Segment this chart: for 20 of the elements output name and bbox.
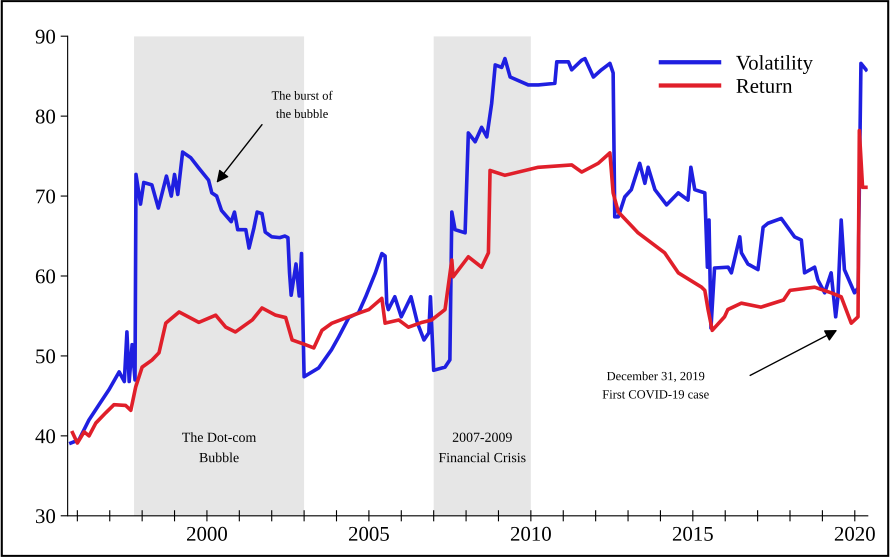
annotation: The burst of the bubble <box>272 90 333 118</box>
y-tick-label: 60 <box>36 269 56 284</box>
band-label: 2007-2009 Financial Crisis <box>438 432 526 462</box>
band-label: The Dot-com Bubble <box>182 432 256 462</box>
y-tick-label: 80 <box>36 110 56 124</box>
y-tick-label: 50 <box>36 349 56 364</box>
x-tick-label: 2000 <box>187 526 227 541</box>
x-tick-label: 2015 <box>672 526 713 541</box>
x-tick-label: 2020 <box>834 526 875 541</box>
x-tick-label: 2010 <box>510 526 551 541</box>
annotation: December 31, 2019 First COVID-19 case <box>602 371 709 399</box>
legend-label: Volatility <box>736 55 813 74</box>
y-tick-label: 40 <box>35 429 56 444</box>
line-series <box>70 128 868 445</box>
line-series <box>69 56 868 445</box>
x-tick-label: 2005 <box>348 526 389 541</box>
y-tick-label: 90 <box>36 30 56 44</box>
y-tick-label: 70 <box>36 189 56 204</box>
legend-label: Return <box>736 79 792 93</box>
y-tick-label: 30 <box>36 509 56 524</box>
